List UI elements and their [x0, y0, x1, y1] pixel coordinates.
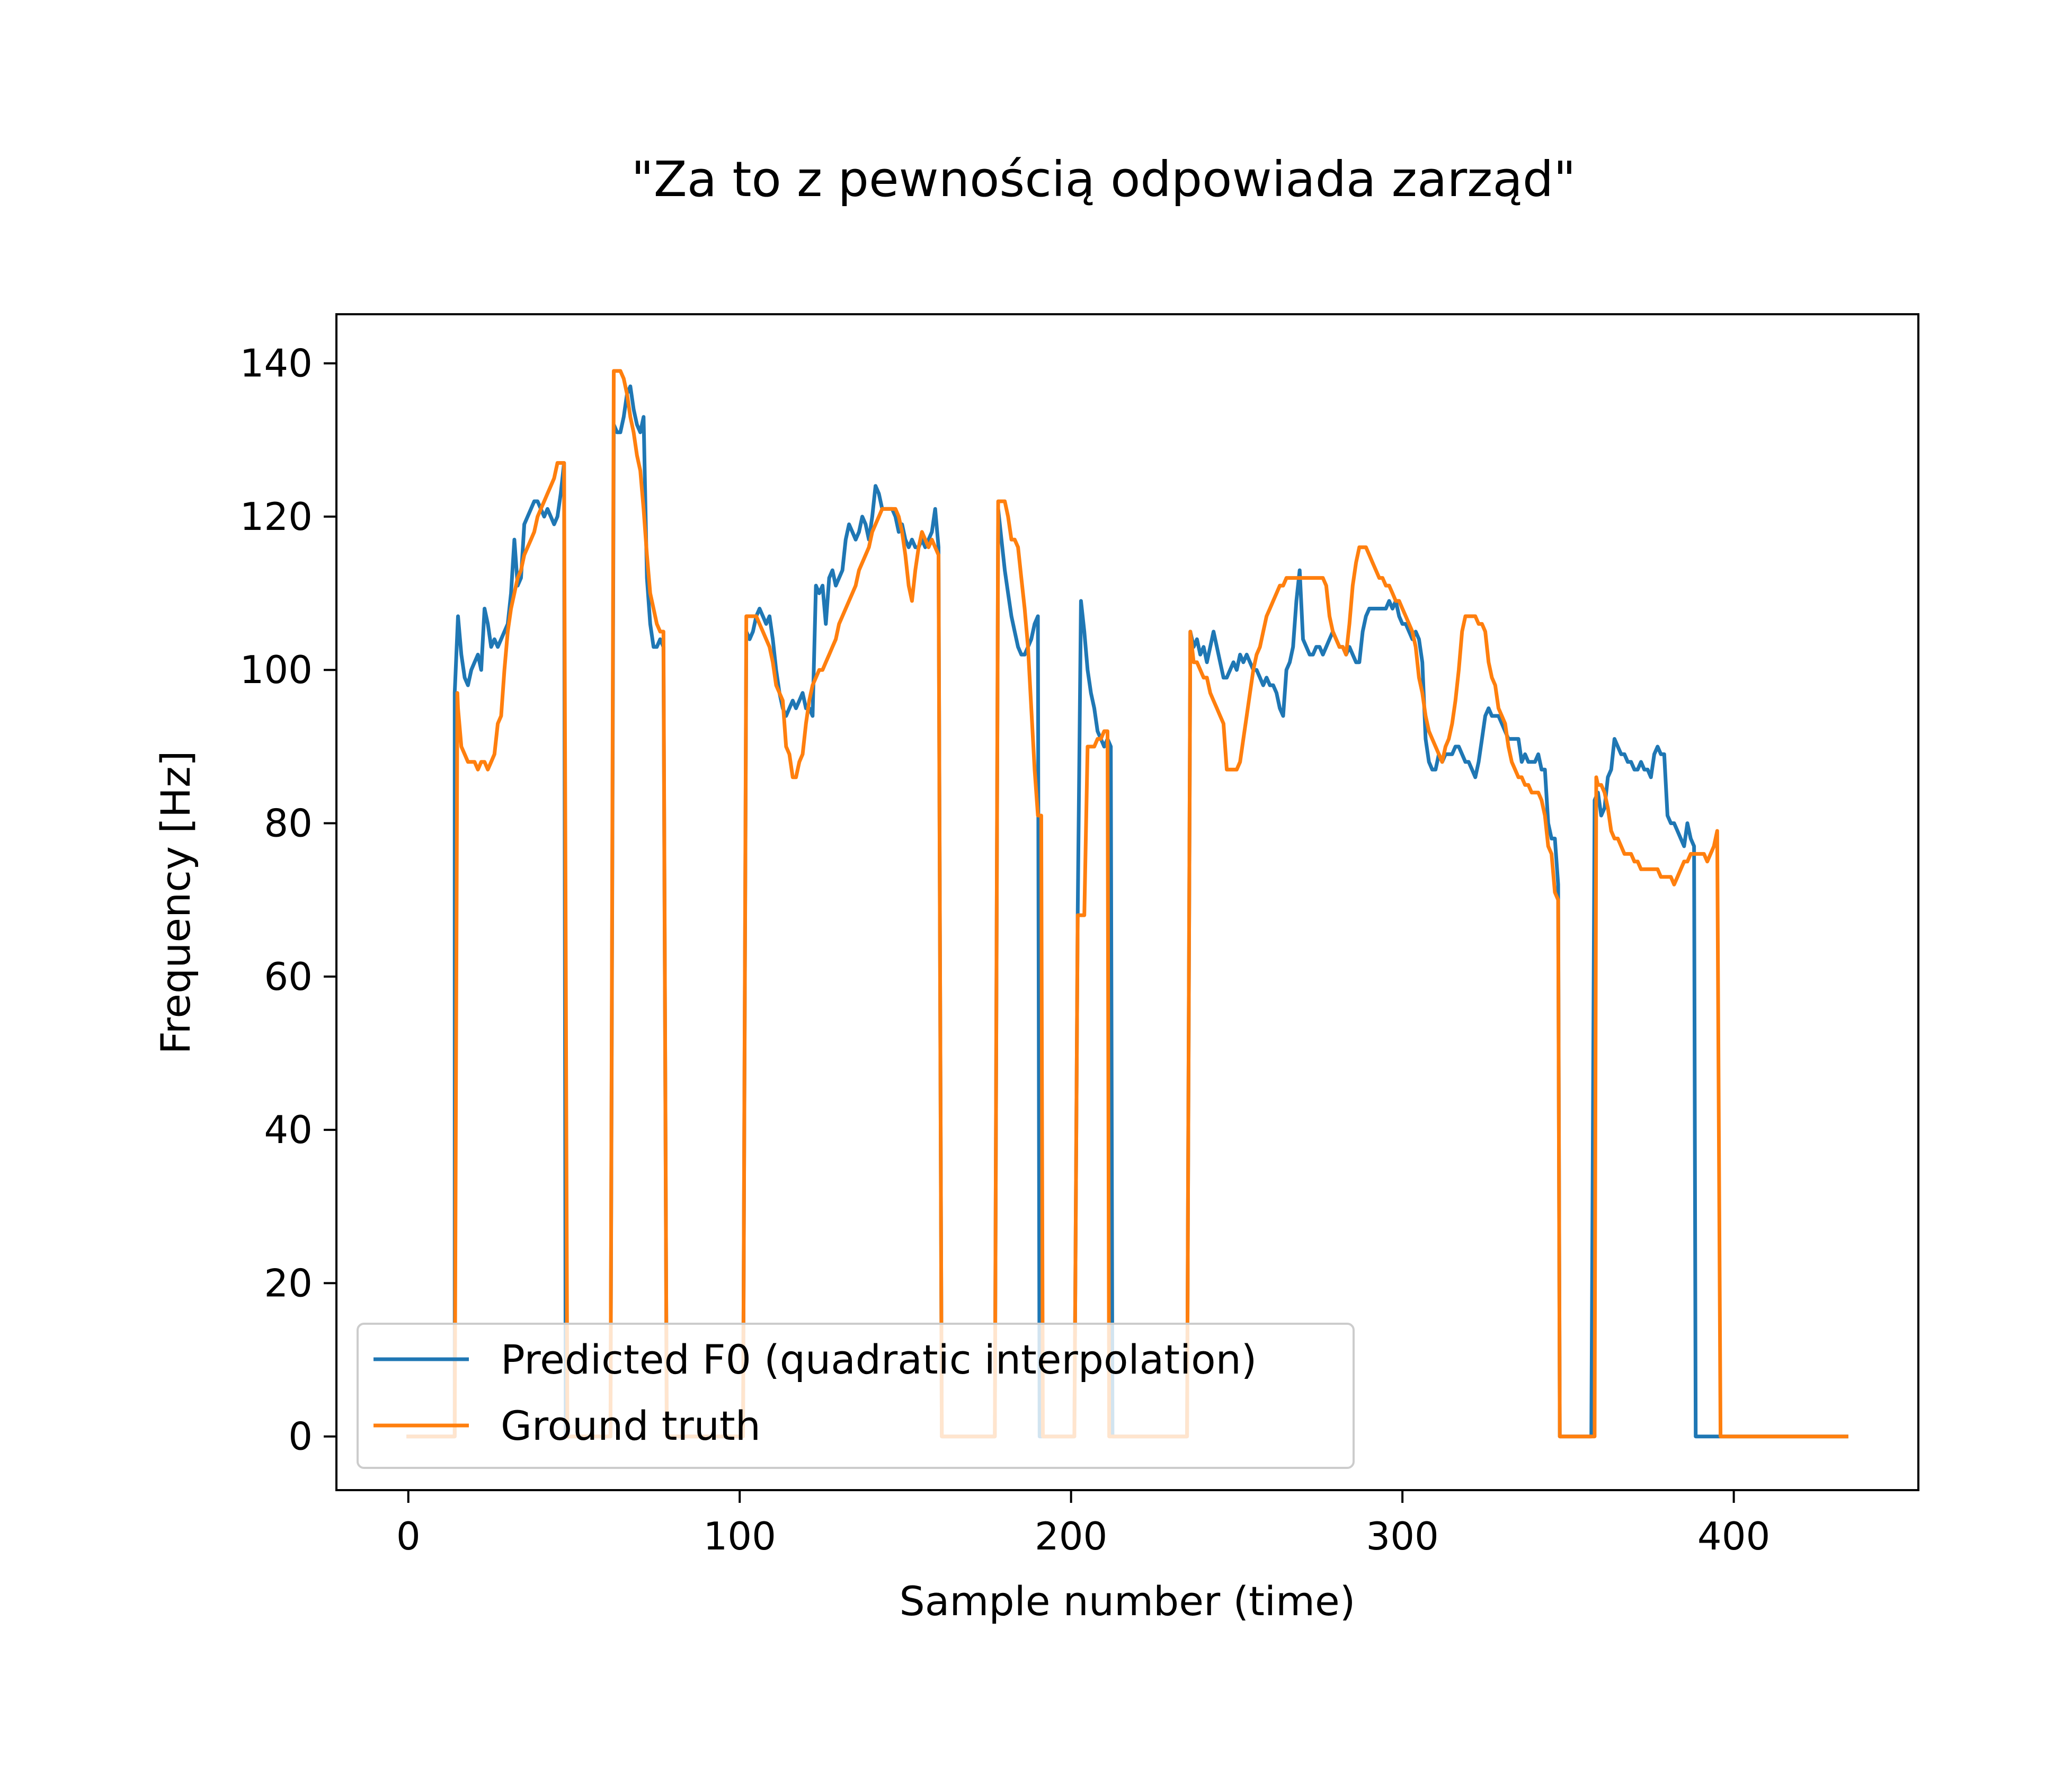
- y-tick-label: 100: [240, 648, 313, 692]
- y-tick-label: 140: [240, 341, 313, 386]
- y-tick-label: 40: [264, 1108, 313, 1152]
- plot-area: [335, 313, 1919, 1491]
- x-tick-label: 200: [1035, 1514, 1107, 1558]
- x-tick-label: 300: [1366, 1514, 1438, 1558]
- x-axis-label: Sample number (time): [900, 1578, 1356, 1625]
- x-tick-label: 100: [703, 1514, 776, 1558]
- plot-frame: [335, 313, 1919, 1491]
- y-tick-label: 120: [240, 494, 313, 539]
- x-tick-label: 0: [396, 1514, 421, 1558]
- y-tick-label: 0: [288, 1414, 313, 1459]
- legend-label-ground-truth: Ground truth: [501, 1402, 761, 1449]
- series-layer: [406, 369, 1848, 1439]
- legend-box: [357, 1323, 1355, 1469]
- y-tick-label: 80: [264, 801, 313, 846]
- y-axis: 0 20 40 60 80 100 120 140: [240, 341, 336, 1459]
- legend-label-predicted: Predicted F0 (quadratic interpolation): [501, 1336, 1257, 1383]
- y-tick-label: 20: [264, 1261, 313, 1305]
- y-axis-label: Frequency [Hz]: [152, 750, 199, 1054]
- y-tick-label: 60: [264, 954, 313, 999]
- x-tick-label: 400: [1697, 1514, 1770, 1558]
- chart-title: "Za to z pewnością odpowiada zarząd": [631, 151, 1576, 208]
- legend: Predicted F0 (quadratic interpolation) G…: [357, 1323, 1355, 1469]
- series-ground-truth-line: [406, 369, 1848, 1439]
- x-axis: 0 100 200 300 400: [396, 1490, 1770, 1558]
